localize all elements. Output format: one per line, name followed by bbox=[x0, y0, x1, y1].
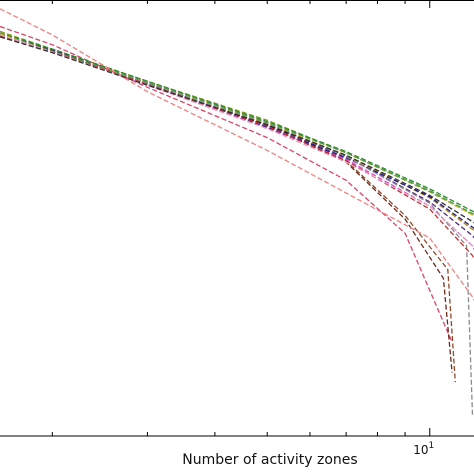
axes-layer: 101 bbox=[0, 0, 474, 457]
x-tick-label: 101 bbox=[413, 441, 434, 457]
x-axis-label: Number of activity zones bbox=[182, 452, 358, 468]
series-layer bbox=[0, 8, 474, 416]
x-tick-label-exponent: 1 bbox=[429, 441, 435, 451]
series-line-13 bbox=[0, 8, 474, 302]
series-line-11 bbox=[0, 34, 474, 216]
x-tick-label-base: 10 bbox=[413, 443, 428, 457]
series-line-9 bbox=[0, 32, 474, 213]
series-line-16 bbox=[0, 36, 474, 224]
series-line-1 bbox=[0, 25, 453, 343]
